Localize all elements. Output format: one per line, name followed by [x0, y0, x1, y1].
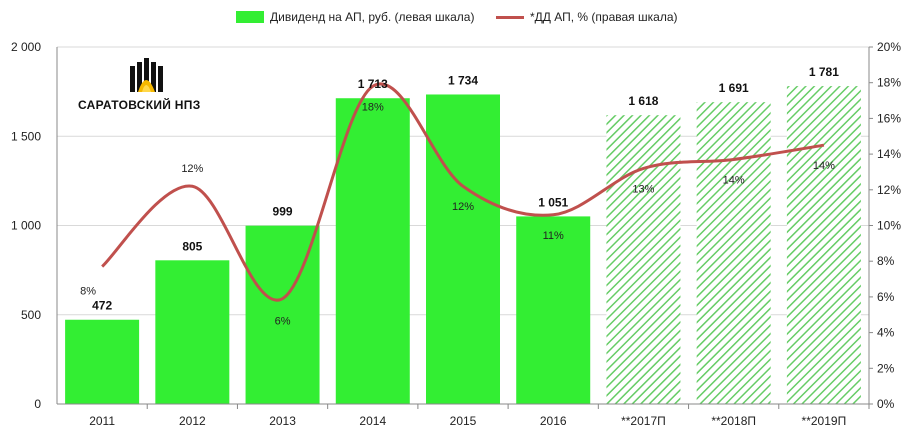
x-tick-label: **2019П: [802, 414, 847, 428]
legend-swatch-bars: [236, 11, 264, 23]
percent-value-label: 8%: [80, 286, 96, 298]
y-right-tick-label: 18%: [877, 76, 901, 90]
legend-label-bars: Дивиденд на АП, руб. (левая шкала): [270, 10, 475, 24]
bar: [155, 260, 230, 404]
x-tick-label: 2014: [359, 414, 386, 428]
x-tick-label: 2011: [89, 414, 115, 428]
y-right-tick-label: 8%: [877, 254, 895, 268]
x-tick-label: **2017П: [621, 414, 666, 428]
bar-value-label: 1 734: [448, 73, 478, 87]
y-left-tick-label: 0: [34, 397, 41, 411]
bar-value-label: 1 691: [719, 81, 749, 95]
percent-value-label: 12%: [452, 201, 474, 213]
percent-line-path: [101, 82, 825, 302]
y-right-tick-label: 10%: [877, 219, 901, 233]
y-left-tick-label: 500: [21, 308, 41, 322]
percent-line: [101, 82, 825, 302]
y-left-tick-label: 2 000: [11, 40, 41, 54]
y-right-tick-label: 14%: [877, 147, 901, 161]
y-right-tick-label: 12%: [877, 183, 901, 197]
x-tick-label: 2016: [540, 414, 567, 428]
y-right-tick-label: 2%: [877, 361, 895, 375]
bar: [335, 98, 410, 405]
company-logo: САРАТОВСКИЙ НПЗ: [78, 56, 228, 116]
x-tick-label: 2015: [450, 414, 477, 428]
bars: [65, 86, 861, 405]
percent-value-label: 11%: [543, 230, 564, 242]
data-labels: 472 805 999 1 713 1 734 1 051 1 618 1 691 1 781 8…: [80, 65, 839, 328]
forecast-bar: [606, 115, 681, 404]
y-right-tick-label: 0%: [877, 397, 895, 411]
percent-value-label: 12%: [181, 163, 203, 175]
bar-value-label: 1 781: [809, 65, 839, 79]
x-tick-label: **2018П: [711, 414, 756, 428]
percent-value-label: 18%: [362, 101, 384, 113]
bar: [65, 319, 140, 404]
bar-value-label: 999: [273, 205, 293, 219]
y-right-tick-label: 20%: [877, 40, 901, 54]
forecast-bar: [786, 86, 861, 405]
legend-item-bars: Дивиденд на АП, руб. (левая шкала): [236, 10, 474, 24]
legend: Дивиденд на АП, руб. (левая шкала) *ДД А…: [0, 10, 911, 30]
bar-value-label: 1 713: [358, 77, 388, 91]
y-right-tick-label: 16%: [877, 111, 901, 125]
bar-value-label: 1 618: [628, 94, 658, 108]
bar: [516, 216, 591, 404]
percent-value-label: 13%: [632, 183, 654, 195]
y-right-tick-label: 6%: [877, 290, 895, 304]
percent-value-label: 6%: [275, 316, 291, 328]
bar-value-label: 1 051: [538, 195, 568, 209]
y-right-tick-label: 4%: [877, 326, 895, 340]
x-tick-label: 2013: [269, 414, 296, 428]
bar-value-label: 472: [92, 299, 112, 313]
company-logo-text: САРАТОВСКИЙ НПЗ: [78, 98, 201, 112]
forecast-bar: [696, 102, 771, 405]
bar-value-label: 805: [182, 239, 202, 253]
x-tick-label: 2012: [179, 414, 206, 428]
percent-value-label: 14%: [723, 174, 745, 186]
legend-item-line: *ДД АП, % (правая шкала): [496, 10, 678, 24]
flame-logo-icon: [130, 58, 163, 92]
legend-label-line: *ДД АП, % (правая шкала): [530, 10, 678, 24]
percent-value-label: 14%: [813, 160, 835, 172]
bar: [426, 94, 500, 404]
y-left-tick-label: 1 500: [11, 129, 41, 143]
y-left-tick-label: 1 000: [11, 219, 41, 233]
legend-swatch-line: [496, 15, 524, 19]
axes: 0 500 1 000 1 500 2 000 0% 2% 4% 6% 8% 10% 12% 14% 16…: [11, 40, 901, 428]
